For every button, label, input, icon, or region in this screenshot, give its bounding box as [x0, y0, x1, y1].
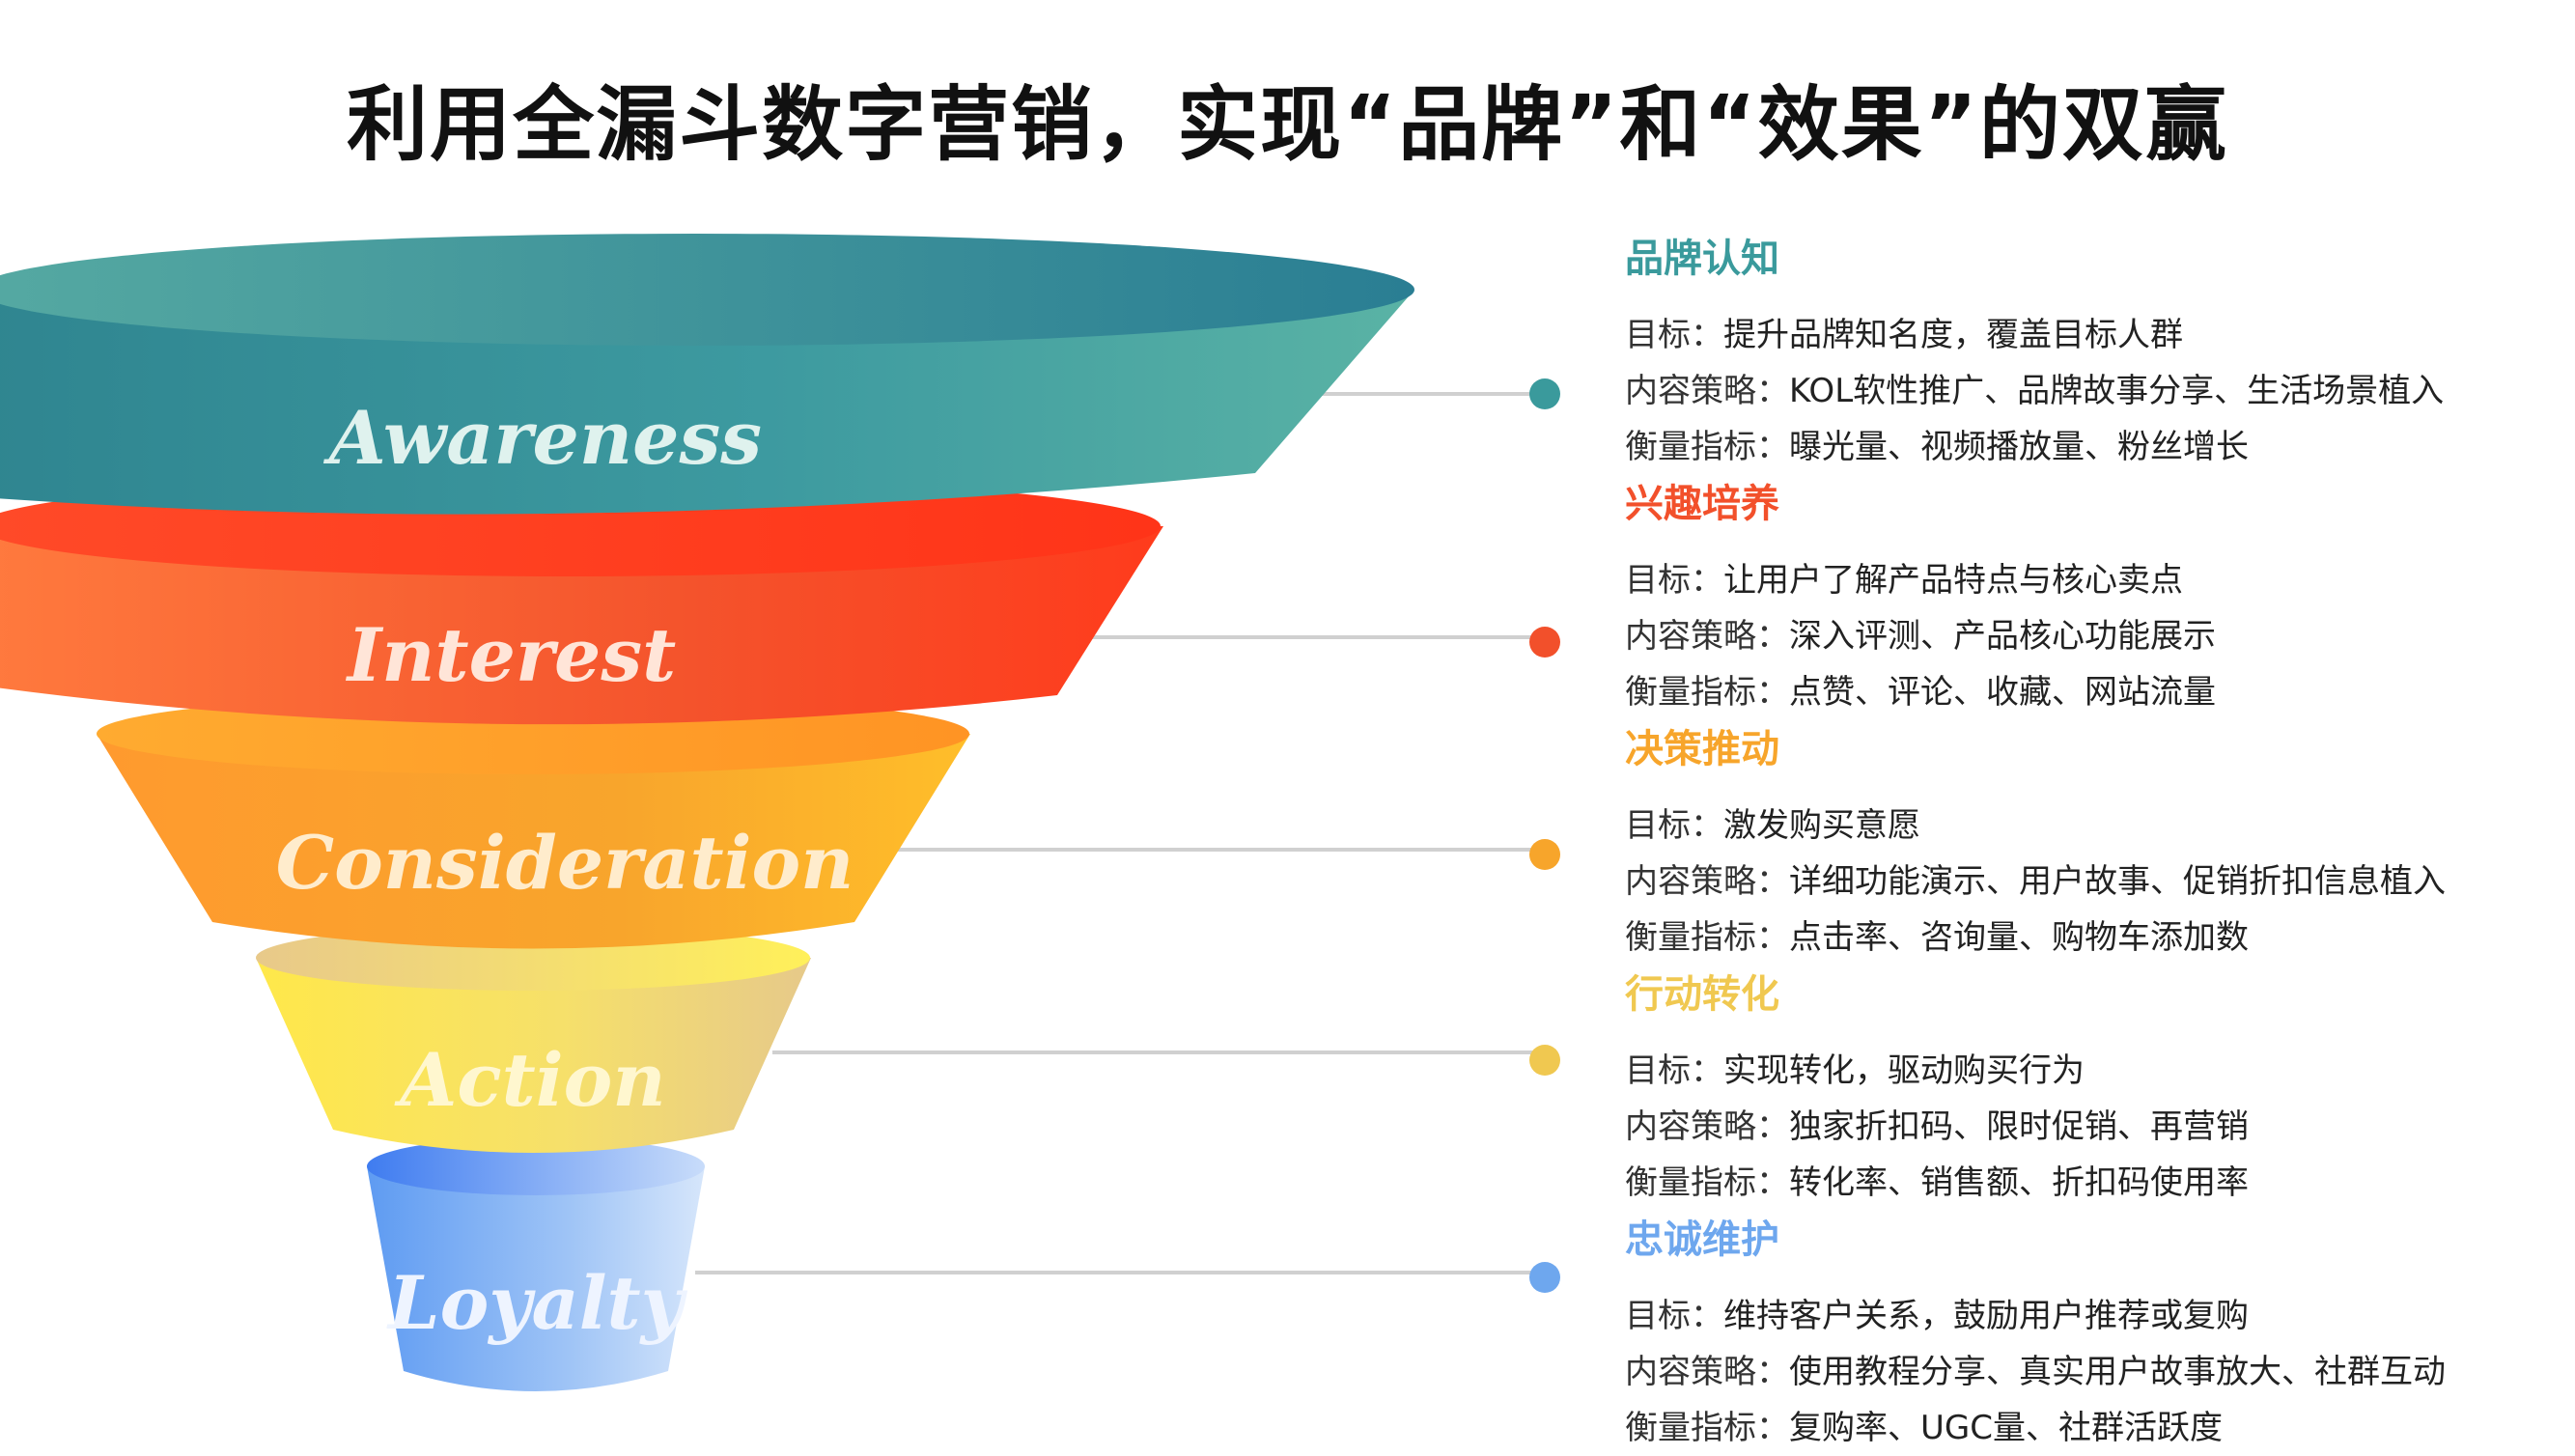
funnel-stage-interest: Interest	[0, 476, 1163, 725]
stage-block-loyalty: 忠诚维护 目标：维持客户关系，鼓励用户推荐或复购 内容策略：使用教程分享、真实用…	[1625, 1213, 2552, 1456]
funnel-stage-action: Action	[256, 925, 811, 1153]
stage-goal: 目标：实现转化，驱动购买行为	[1625, 1051, 2085, 1090]
funnel-stage-awareness: Awareness	[0, 234, 1414, 515]
stage-goal: 目标：激发购买意愿	[1625, 806, 1920, 845]
funnel-label-action: Action	[394, 1037, 665, 1123]
stage-metric: 衡量指标：点击率、咨询量、购物车添加数	[1625, 918, 2249, 957]
stage-block-awareness: 品牌认知 目标：提升品牌知名度，覆盖目标人群 内容策略：KOL软性推广、品牌故事…	[1625, 232, 2552, 475]
stage-metric: 衡量指标：复购率、UGC量、社群活跃度	[1625, 1409, 2223, 1447]
stage-dot-consideration	[1529, 839, 1560, 870]
stage-strategy: 内容策略：深入评测、产品核心功能展示	[1625, 617, 2216, 656]
stage-metric: 衡量指标：转化率、销售额、折扣码使用率	[1625, 1163, 2249, 1202]
stage-dot-loyalty	[1529, 1262, 1560, 1293]
funnel-label-loyalty: Loyalty	[386, 1260, 688, 1346]
stage-block-interest: 兴趣培养 目标：让用户了解产品特点与核心卖点 内容策略：深入评测、产品核心功能展…	[1625, 477, 2552, 720]
stage-heading: 行动转化	[1625, 972, 1779, 1017]
stage-block-consideration: 决策推动 目标：激发购买意愿 内容策略：详细功能演示、用户故事、促销折扣信息植入…	[1625, 722, 2552, 966]
stage-strategy: 内容策略：使用教程分享、真实用户故事放大、社群互动	[1625, 1353, 2446, 1391]
stage-goal: 目标：提升品牌知名度，覆盖目标人群	[1625, 316, 2183, 354]
funnel-stage-loyalty: Loyalty	[367, 1137, 705, 1391]
funnel-stage-consideration: Consideration	[97, 693, 970, 949]
stage-goal: 目标：让用户了解产品特点与核心卖点	[1625, 561, 2183, 600]
funnel-label-awareness: Awareness	[323, 395, 762, 481]
stage-strategy: 内容策略：独家折扣码、限时促销、再营销	[1625, 1107, 2249, 1146]
stage-strategy: 内容策略：详细功能演示、用户故事、促销折扣信息植入	[1625, 862, 2446, 901]
stage-heading: 品牌认知	[1625, 237, 1779, 281]
funnel-label-consideration: Consideration	[276, 820, 854, 906]
stage-metric: 衡量指标：点赞、评论、收藏、网站流量	[1625, 673, 2216, 712]
stage-dot-interest	[1529, 627, 1560, 658]
stage-heading: 决策推动	[1625, 727, 1779, 771]
stage-strategy: 内容策略：KOL软性推广、品牌故事分享、生活场景植入	[1625, 372, 2445, 410]
stage-metric: 衡量指标：曝光量、视频播放量、粉丝增长	[1625, 428, 2249, 466]
stage-dot-action	[1529, 1045, 1560, 1076]
page-title: 利用全漏斗数字营销，实现“品牌”和“效果”的双赢	[347, 77, 2228, 172]
stage-dot-awareness	[1529, 378, 1560, 409]
stage-heading: 忠诚维护	[1625, 1218, 1779, 1262]
funnel-label-interest: Interest	[346, 612, 677, 698]
stage-goal: 目标：维持客户关系，鼓励用户推荐或复购	[1625, 1297, 2249, 1335]
stage-heading: 兴趣培养	[1625, 482, 1779, 526]
stage-block-action: 行动转化 目标：实现转化，驱动购买行为 内容策略：独家折扣码、限时促销、再营销 …	[1625, 967, 2552, 1211]
